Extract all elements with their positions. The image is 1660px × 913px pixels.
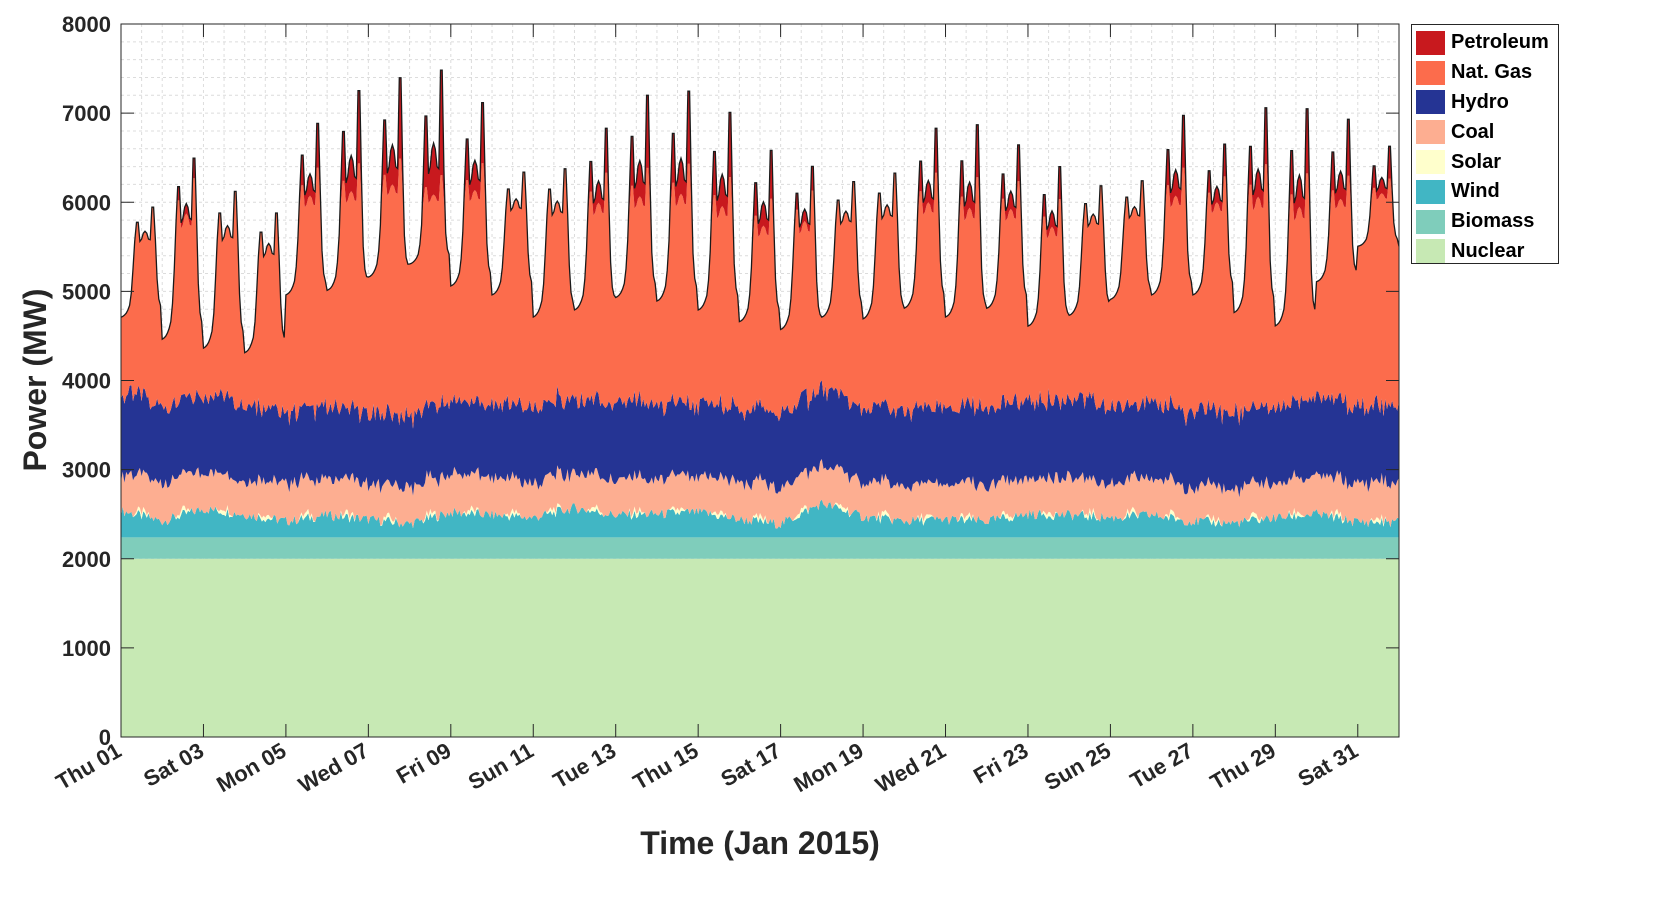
legend-item-hydro: Hydro <box>1412 88 1558 118</box>
x-tick-label: Wed 21 <box>871 738 950 798</box>
legend-item-solar: Solar <box>1412 147 1558 177</box>
area-solar <box>121 499 1399 529</box>
legend-swatch-nat-gas <box>1416 60 1445 85</box>
legend-swatch-wind <box>1416 179 1445 204</box>
x-tick-label: Sat 17 <box>716 738 785 792</box>
x-axis-title: Time (Jan 2015) <box>640 825 880 861</box>
legend-label: Petroleum <box>1451 31 1549 54</box>
y-tick-label: 6000 <box>62 190 111 215</box>
legend-item-nat-gas: Nat. Gas <box>1412 58 1558 88</box>
legend: Petroleum Nat. Gas Hydro Coal Solar Wind… <box>1411 24 1559 264</box>
y-tick-label: 1000 <box>62 636 111 661</box>
legend-swatch-petroleum <box>1416 30 1445 55</box>
x-tick-label: Mon 05 <box>212 738 290 798</box>
y-axis-ticks: 0 1000 2000 3000 4000 5000 6000 7000 8000 <box>62 12 1399 750</box>
legend-label: Biomass <box>1451 210 1535 233</box>
x-tick-label: Tue 27 <box>1126 738 1197 794</box>
y-tick-label: 7000 <box>62 101 111 126</box>
x-tick-label: Fri 23 <box>969 738 1032 789</box>
x-tick-label: Thu 15 <box>629 738 703 795</box>
legend-swatch-solar <box>1416 150 1445 175</box>
x-tick-label: Fri 09 <box>392 738 455 789</box>
area-wind <box>121 499 1399 538</box>
y-tick-label: 5000 <box>62 279 111 304</box>
legend-label: Wind <box>1451 180 1500 203</box>
x-tick-label: Sat 31 <box>1294 738 1363 792</box>
legend-label: Nat. Gas <box>1451 61 1533 84</box>
area-coal <box>121 459 1399 529</box>
y-tick-label: 2000 <box>62 547 111 572</box>
legend-label: Nuclear <box>1451 239 1525 262</box>
x-tick-label: Wed 07 <box>294 738 373 798</box>
area-gas <box>121 158 1399 429</box>
legend-swatch-biomass <box>1416 209 1445 234</box>
legend-swatch-coal <box>1416 120 1445 145</box>
legend-item-biomass: Biomass <box>1412 207 1558 237</box>
legend-swatch-hydro <box>1416 90 1445 115</box>
area-hydro <box>121 380 1399 498</box>
y-tick-label: 4000 <box>62 369 111 394</box>
area-biomass <box>121 537 1399 559</box>
legend-label: Solar <box>1451 150 1502 173</box>
area-nuclear <box>121 558 1399 737</box>
legend-label: Hydro <box>1451 90 1509 113</box>
x-tick-label: Thu 29 <box>1206 738 1280 795</box>
legend-item-nuclear: Nuclear <box>1412 237 1558 267</box>
x-tick-label: Thu 01 <box>52 738 126 795</box>
y-tick-label: 3000 <box>62 458 111 483</box>
x-tick-label: Sun 11 <box>464 738 538 795</box>
y-tick-label: 8000 <box>62 12 111 37</box>
total-load-outline <box>120 69 1400 354</box>
y-tick-label: 0 <box>99 725 111 750</box>
x-tick-label: Tue 13 <box>549 738 620 794</box>
legend-item-coal: Coal <box>1412 117 1558 147</box>
legend-swatch-nuclear <box>1416 239 1445 264</box>
x-tick-label: Mon 19 <box>789 738 867 798</box>
x-tick-label: Sun 25 <box>1040 738 1115 796</box>
legend-item-petroleum: Petroleum <box>1412 28 1558 58</box>
y-axis-title: Power (MW) <box>17 288 53 471</box>
legend-label: Coal <box>1451 120 1495 143</box>
x-tick-label: Sat 03 <box>139 738 208 792</box>
area-petroleum <box>121 70 1399 353</box>
stacked-areas <box>121 70 1399 737</box>
legend-item-wind: Wind <box>1412 177 1558 207</box>
